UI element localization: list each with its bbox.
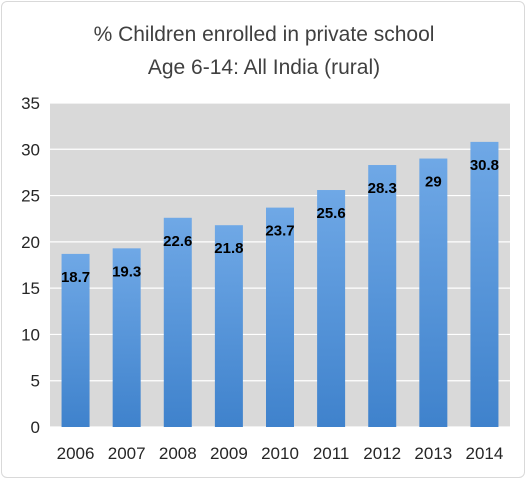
y-tick-label: 5 (31, 372, 40, 391)
bar-2012 (368, 165, 397, 427)
data-label-2014: 30.8 (470, 157, 499, 174)
x-axis-ticks: 2006 2007 2008 2009 2010 2011 2012 2013 2014 (57, 444, 504, 463)
chart-title: % Children enrolled in private school (93, 23, 435, 46)
bars (61, 141, 499, 428)
bar-2008 (163, 217, 192, 427)
x-tick-label: 2006 (57, 444, 95, 463)
bar-2010 (266, 207, 294, 427)
chart-subtitle: Age 6-14: All India (rural) (147, 56, 381, 79)
x-tick-label: 2012 (363, 444, 401, 463)
data-label-2008: 22.6 (163, 233, 192, 250)
y-axis-ticks: 0 5 10 15 20 25 30 35 (21, 94, 40, 437)
data-label-2007: 19.3 (112, 263, 141, 280)
x-tick-label: 2009 (210, 444, 248, 463)
y-tick-label: 35 (21, 94, 40, 113)
data-label-2009: 21.8 (214, 240, 243, 257)
x-tick-label: 2007 (108, 444, 146, 463)
x-tick-label: 2010 (261, 444, 299, 463)
y-tick-label: 25 (21, 187, 40, 206)
bar-2007 (112, 248, 141, 427)
y-tick-label: 15 (21, 279, 40, 298)
y-tick-label: 10 (21, 325, 40, 344)
bar-2014 (470, 141, 499, 427)
x-tick-label: 2008 (159, 444, 197, 463)
data-label-2013: 29 (425, 174, 442, 191)
x-tick-label: 2014 (466, 444, 504, 463)
x-tick-label: 2011 (313, 444, 350, 463)
y-tick-label: 20 (21, 233, 40, 252)
x-tick-label: 2013 (414, 444, 452, 463)
data-label-2010: 23.7 (265, 223, 294, 240)
bar-2006 (61, 253, 90, 427)
data-label-2011: 25.6 (317, 205, 346, 222)
data-label-2006: 18.7 (61, 269, 90, 286)
data-labels: 18.7 19.3 22.6 21.8 23.7 25.6 28.3 29 30.8 (61, 157, 499, 286)
y-tick-label: 0 (31, 418, 40, 437)
bar-2013 (419, 158, 448, 428)
y-tick-label: 30 (21, 140, 40, 159)
bar-2011 (317, 190, 346, 427)
data-label-2012: 28.3 (368, 180, 397, 197)
bar-2009 (214, 225, 243, 427)
